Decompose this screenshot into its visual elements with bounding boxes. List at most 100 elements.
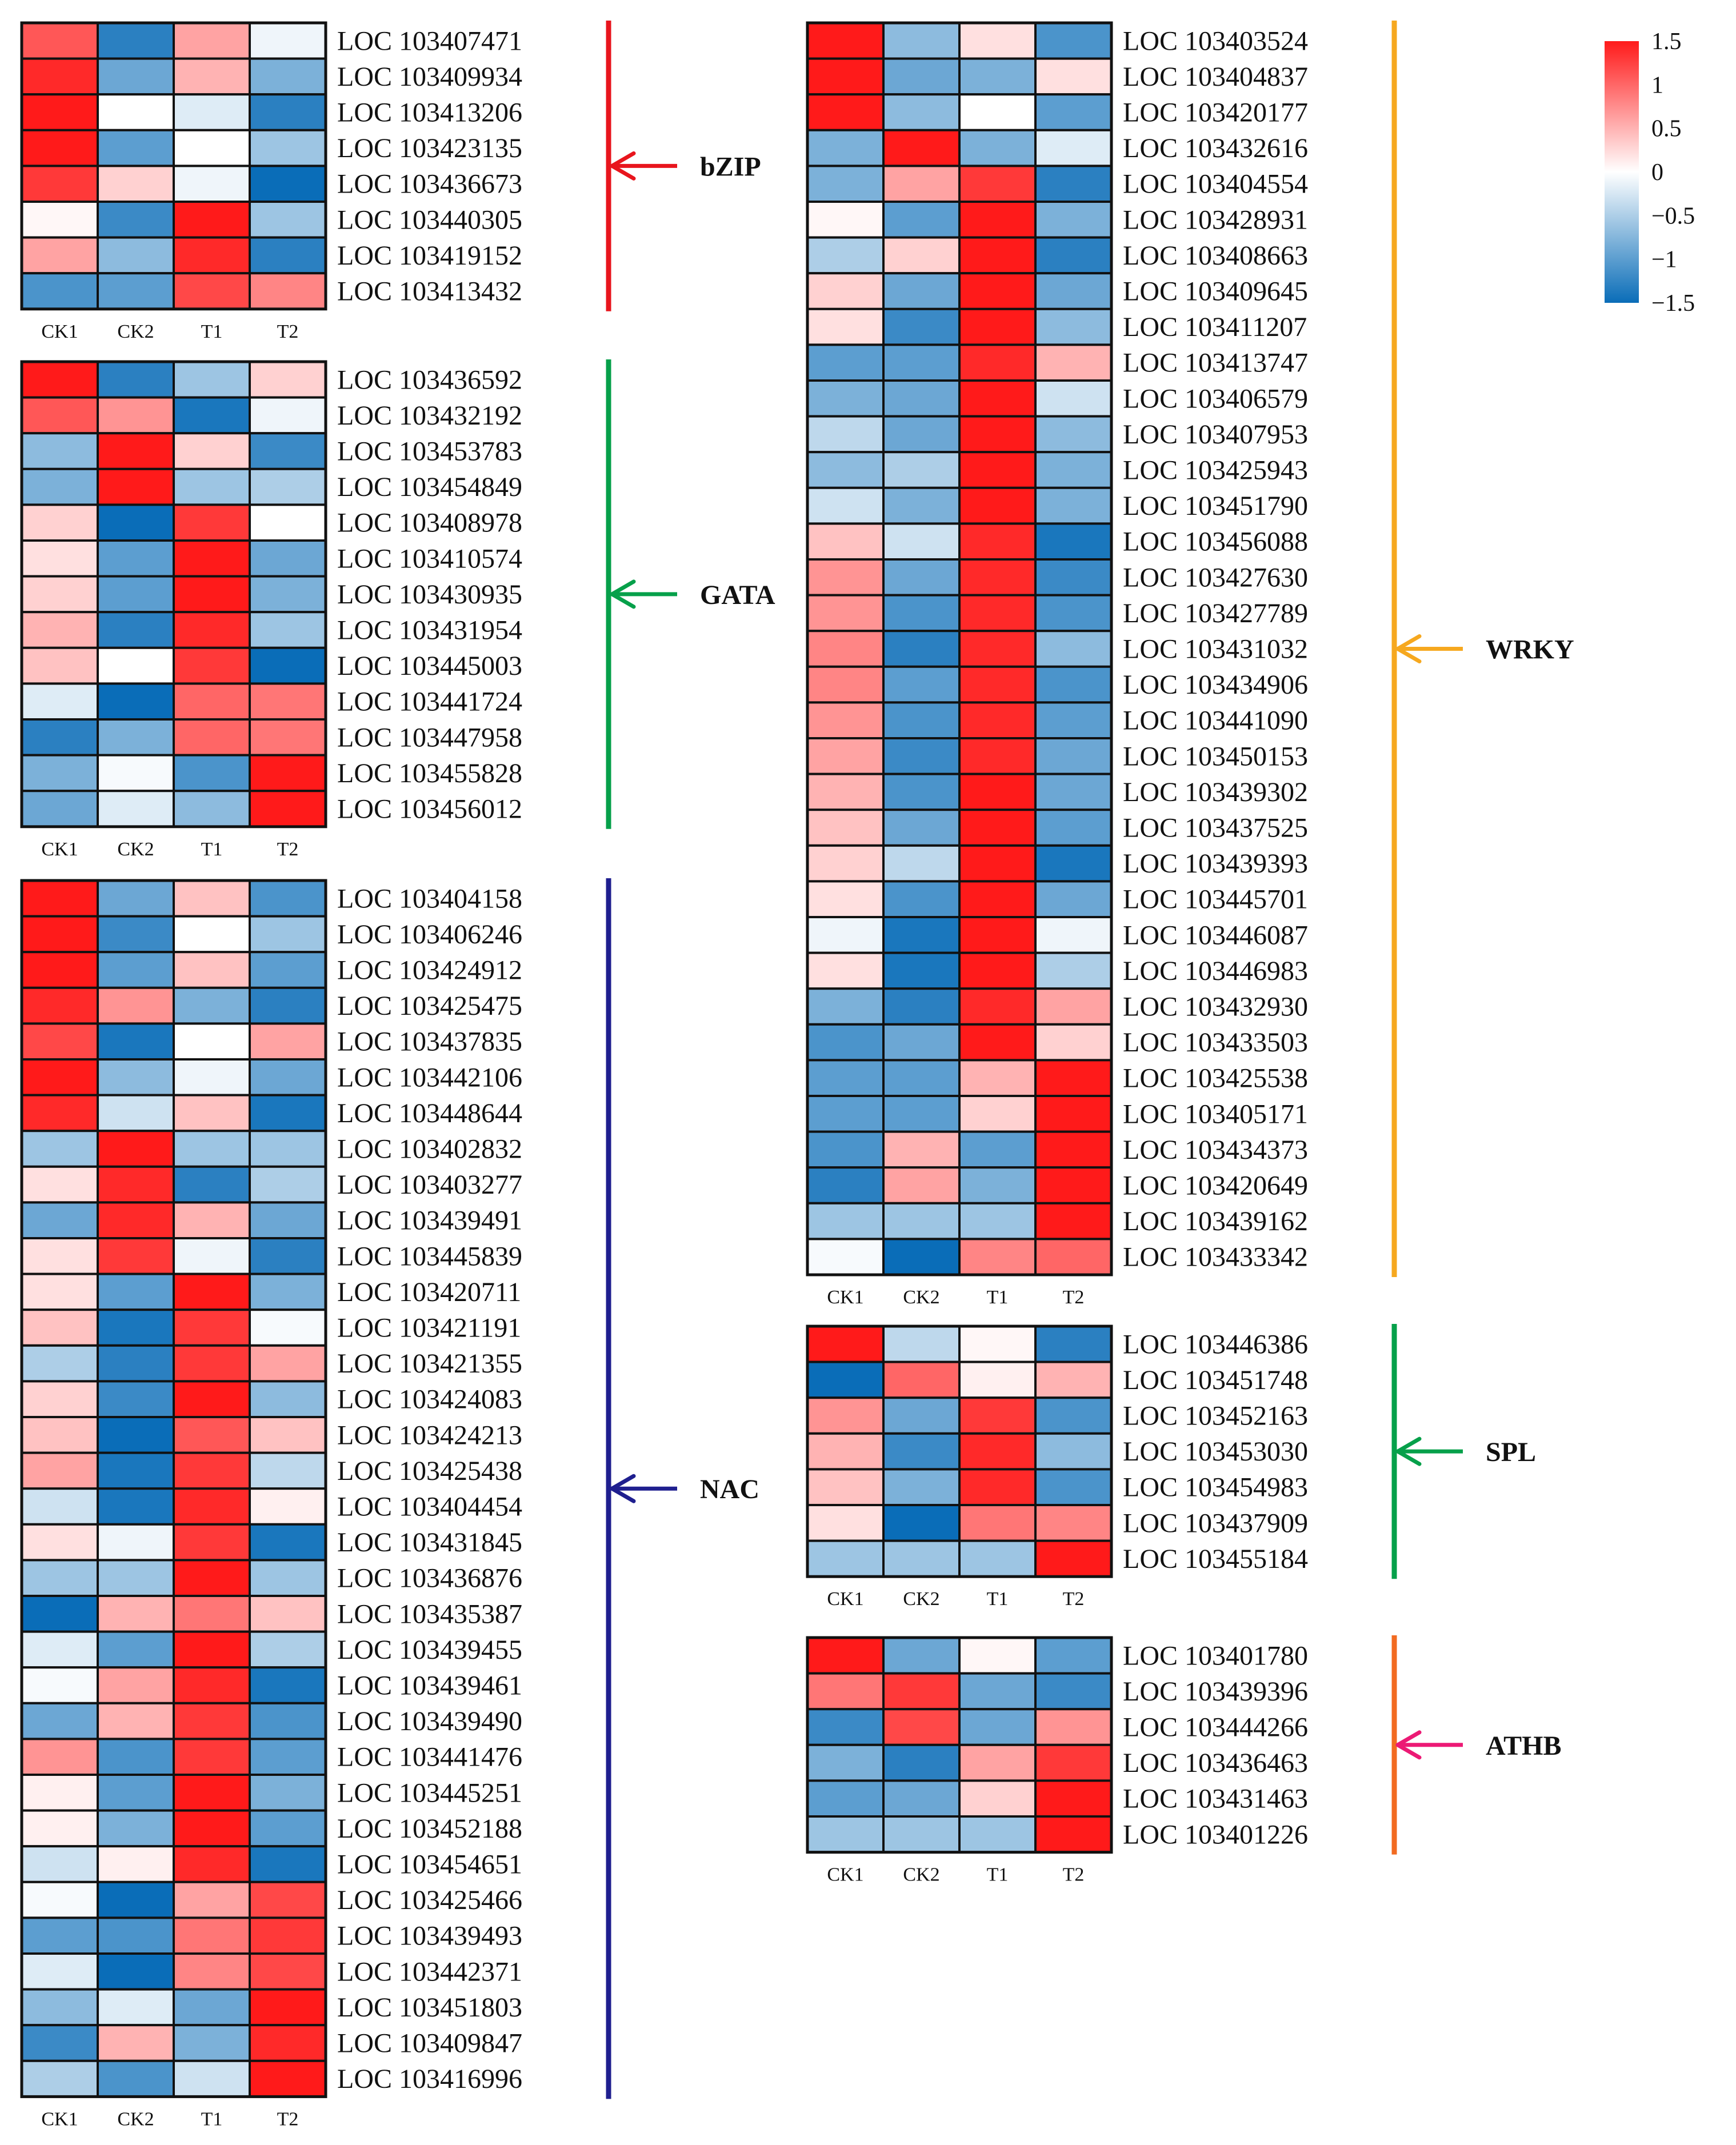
heatmap-cell — [249, 1416, 327, 1454]
heatmap-cell — [958, 451, 1037, 489]
heatmap-cell — [97, 1344, 175, 1383]
gene-label: LOC 103450153 — [1123, 741, 1308, 771]
heatmap-cell — [97, 718, 175, 757]
heatmap-cell — [97, 165, 175, 203]
gene-label: LOC 103407953 — [1123, 419, 1308, 450]
gene-label: LOC 103447958 — [337, 722, 522, 753]
heatmap-cell — [21, 93, 99, 131]
heatmap-cell — [882, 307, 961, 346]
heatmap-cell — [97, 879, 175, 918]
heatmap-cell — [958, 1325, 1037, 1363]
heatmap-cell — [249, 93, 327, 131]
column-label: T2 — [1063, 1287, 1085, 1308]
heatmap-cell — [806, 916, 885, 954]
heatmap-cell — [249, 503, 327, 542]
gene-label: LOC 103439396 — [1123, 1676, 1308, 1707]
heatmap-cell — [97, 1630, 175, 1669]
heatmap-cell — [97, 1523, 175, 1562]
heatmap-cell — [173, 1344, 251, 1383]
heatmap-cell — [958, 236, 1037, 275]
heatmap-cell — [173, 2059, 251, 2098]
gene-label: LOC 103411207 — [1123, 312, 1307, 342]
gene-label: LOC 103425475 — [337, 991, 522, 1021]
heatmap-cell — [1034, 737, 1113, 775]
heatmap-cell — [21, 682, 99, 721]
gene-label: LOC 103419152 — [337, 241, 522, 271]
heatmap-cell — [1034, 486, 1113, 525]
heatmap-cell — [1034, 630, 1113, 668]
column-label: T1 — [201, 839, 223, 860]
heatmap-cell — [21, 1559, 99, 1597]
heatmap-cell — [249, 396, 327, 435]
heatmap-cell — [173, 201, 251, 239]
heatmap-cell — [173, 272, 251, 310]
heatmap-cell — [97, 575, 175, 614]
heatmap-cell — [958, 1238, 1037, 1276]
gene-label: LOC 103406579 — [1123, 383, 1308, 414]
heatmap-cell — [958, 57, 1037, 96]
gene-label: LOC 103445701 — [1123, 885, 1308, 915]
heatmap-cell — [21, 272, 99, 310]
heatmap-cell — [1034, 129, 1113, 167]
heatmap-cell — [958, 165, 1037, 203]
heatmap-cell — [173, 646, 251, 685]
gene-label: LOC 103401226 — [1123, 1819, 1308, 1850]
heatmap-cell — [958, 1468, 1037, 1506]
heatmap-cell — [958, 844, 1037, 883]
block-frame — [806, 1324, 1113, 1578]
heatmap-cell — [249, 1702, 327, 1740]
heatmap-cell — [173, 503, 251, 542]
heatmap-cell — [173, 1451, 251, 1490]
column-label: CK1 — [827, 1287, 863, 1308]
heatmap-cell — [249, 1666, 327, 1704]
gene-label: LOC 103452188 — [337, 1814, 522, 1844]
heatmap-cell — [882, 809, 961, 847]
heatmap-cell — [21, 1058, 99, 1096]
heatmap-cell — [173, 93, 251, 131]
heatmap-cell — [97, 611, 175, 649]
heatmap-cell — [806, 630, 885, 668]
heatmap-cell — [1034, 1815, 1113, 1854]
heatmap-cell — [958, 916, 1037, 954]
heatmap-cell — [806, 93, 885, 131]
heatmap-cell — [21, 1380, 99, 1418]
heatmap-cell — [958, 1539, 1037, 1578]
heatmap-cell — [882, 236, 961, 275]
column-label: CK2 — [903, 1287, 939, 1308]
heatmap-cell — [1034, 1779, 1113, 1818]
heatmap-cell — [806, 1672, 885, 1711]
gene-label: LOC 103406246 — [337, 919, 522, 950]
heatmap-cell — [882, 1396, 961, 1435]
heatmap-cell — [806, 1166, 885, 1204]
heatmap-cell — [173, 22, 251, 60]
gene-label: LOC 103401780 — [1123, 1640, 1308, 1671]
heatmap-cell — [21, 396, 99, 435]
column-label: T1 — [987, 1864, 1009, 1886]
heatmap-cell — [806, 343, 885, 382]
heatmap-cell — [806, 1539, 885, 1578]
family-block-wrky: LOC 103403524 LOC 103404837 LOC 103420177 L… — [806, 21, 1574, 1308]
gene-label: LOC 103441476 — [337, 1742, 522, 1772]
heatmap-cell — [882, 916, 961, 954]
heatmap-cell — [21, 879, 99, 918]
heatmap-cell — [97, 1487, 175, 1526]
heatmap-cell — [882, 1743, 961, 1782]
heatmap-cell — [249, 361, 327, 399]
gene-label: LOC 103413747 — [1123, 348, 1308, 378]
heatmap-cell — [21, 1165, 99, 1204]
heatmap-cell — [173, 1022, 251, 1061]
heatmap-cell — [173, 432, 251, 470]
gene-label: LOC 103428931 — [1123, 205, 1308, 235]
gene-label: LOC 103436673 — [337, 169, 522, 199]
gene-label: LOC 103444266 — [1123, 1712, 1308, 1743]
family-block-athb: LOC 103401780 LOC 103439396 LOC 103444266 L… — [806, 1635, 1561, 1886]
heatmap-cell — [1034, 809, 1113, 847]
heatmap-cell — [958, 1166, 1037, 1204]
heatmap-cell — [173, 1308, 251, 1347]
gene-label: LOC 103427789 — [1123, 598, 1308, 629]
heatmap-cell — [97, 2059, 175, 2098]
gene-label: LOC 103410574 — [337, 543, 522, 574]
heatmap-cell — [958, 93, 1037, 131]
heatmap-cell — [806, 951, 885, 990]
column-label: CK2 — [117, 2108, 154, 2130]
